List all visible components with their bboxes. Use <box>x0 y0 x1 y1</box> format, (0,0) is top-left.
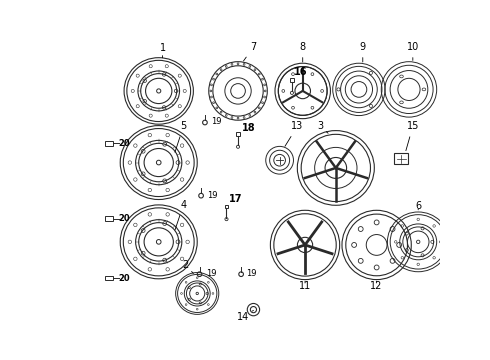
Bar <box>105 141 113 145</box>
Bar <box>224 204 228 208</box>
Text: 18: 18 <box>242 123 256 133</box>
Text: 20: 20 <box>119 274 130 283</box>
Text: 9: 9 <box>360 42 366 62</box>
Text: 7: 7 <box>244 42 257 61</box>
Text: 19: 19 <box>207 191 218 200</box>
Text: 12: 12 <box>370 281 383 291</box>
Text: 11: 11 <box>299 281 311 291</box>
Text: 13: 13 <box>285 121 303 146</box>
Bar <box>105 276 113 280</box>
Bar <box>290 78 294 82</box>
Text: 8: 8 <box>300 42 306 62</box>
Text: 19: 19 <box>206 269 217 278</box>
Text: 1: 1 <box>160 43 166 58</box>
Bar <box>236 132 240 136</box>
Text: 4: 4 <box>175 200 186 230</box>
Text: 16: 16 <box>294 67 308 77</box>
Text: 10: 10 <box>407 42 419 60</box>
Text: 15: 15 <box>406 121 419 150</box>
Bar <box>394 153 408 164</box>
Text: 19: 19 <box>246 269 256 278</box>
Text: 19: 19 <box>211 117 221 126</box>
Text: 14: 14 <box>237 310 253 321</box>
Text: 3: 3 <box>318 121 328 133</box>
Text: 17: 17 <box>229 194 243 204</box>
Text: 20: 20 <box>119 139 130 148</box>
Text: 6: 6 <box>415 202 421 211</box>
Text: 5: 5 <box>175 121 187 152</box>
Text: 2: 2 <box>183 260 194 274</box>
Text: 20: 20 <box>119 214 130 223</box>
Bar <box>105 216 113 221</box>
